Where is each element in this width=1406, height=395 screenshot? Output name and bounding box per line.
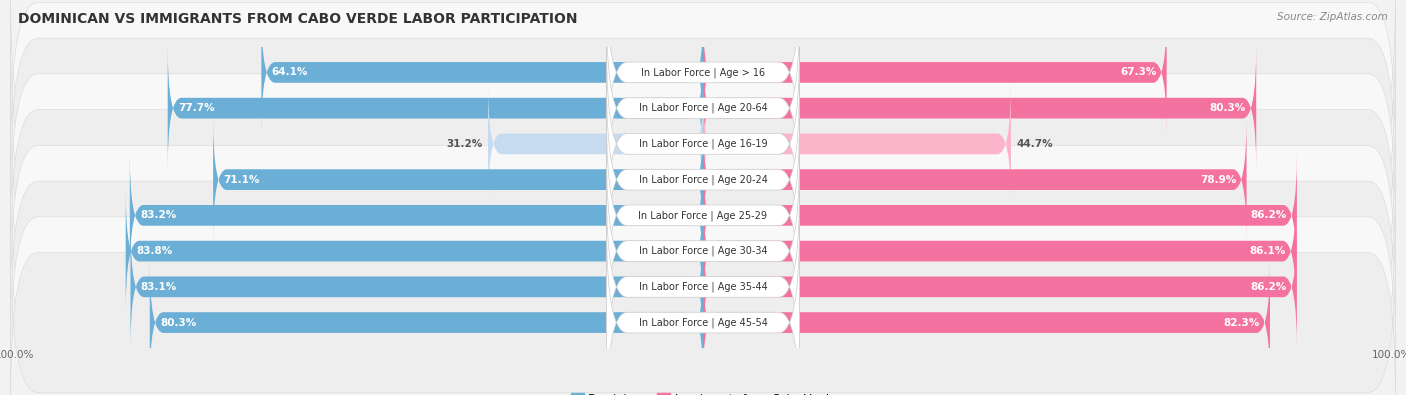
Text: 77.7%: 77.7% xyxy=(179,103,215,113)
Text: In Labor Force | Age 20-64: In Labor Force | Age 20-64 xyxy=(638,103,768,113)
Text: 71.1%: 71.1% xyxy=(224,175,260,184)
FancyBboxPatch shape xyxy=(262,11,703,134)
FancyBboxPatch shape xyxy=(703,118,1247,241)
Text: In Labor Force | Age 35-44: In Labor Force | Age 35-44 xyxy=(638,282,768,292)
FancyBboxPatch shape xyxy=(11,35,1395,181)
Text: 83.8%: 83.8% xyxy=(136,246,173,256)
Text: 82.3%: 82.3% xyxy=(1223,318,1260,327)
FancyBboxPatch shape xyxy=(703,154,1296,276)
Text: 83.1%: 83.1% xyxy=(141,282,177,292)
FancyBboxPatch shape xyxy=(606,190,800,384)
Text: 83.2%: 83.2% xyxy=(141,211,176,220)
Text: In Labor Force | Age 25-29: In Labor Force | Age 25-29 xyxy=(638,210,768,221)
Text: 80.3%: 80.3% xyxy=(1209,103,1246,113)
FancyBboxPatch shape xyxy=(703,83,1011,205)
FancyBboxPatch shape xyxy=(129,154,703,276)
FancyBboxPatch shape xyxy=(11,214,1395,360)
Text: 86.1%: 86.1% xyxy=(1250,246,1286,256)
FancyBboxPatch shape xyxy=(11,71,1395,217)
FancyBboxPatch shape xyxy=(11,0,1395,145)
FancyBboxPatch shape xyxy=(606,83,800,276)
Text: 67.3%: 67.3% xyxy=(1121,68,1156,77)
FancyBboxPatch shape xyxy=(150,261,703,384)
FancyBboxPatch shape xyxy=(606,11,800,205)
FancyBboxPatch shape xyxy=(488,83,703,205)
FancyBboxPatch shape xyxy=(214,118,703,241)
FancyBboxPatch shape xyxy=(606,154,800,348)
Text: In Labor Force | Age 20-24: In Labor Force | Age 20-24 xyxy=(638,174,768,185)
FancyBboxPatch shape xyxy=(167,47,703,169)
FancyBboxPatch shape xyxy=(11,107,1395,252)
FancyBboxPatch shape xyxy=(703,190,1296,312)
FancyBboxPatch shape xyxy=(606,118,800,312)
FancyBboxPatch shape xyxy=(703,261,1270,384)
FancyBboxPatch shape xyxy=(11,178,1395,324)
Text: Source: ZipAtlas.com: Source: ZipAtlas.com xyxy=(1277,12,1388,22)
Text: DOMINICAN VS IMMIGRANTS FROM CABO VERDE LABOR PARTICIPATION: DOMINICAN VS IMMIGRANTS FROM CABO VERDE … xyxy=(18,12,578,26)
Text: 80.3%: 80.3% xyxy=(160,318,197,327)
FancyBboxPatch shape xyxy=(703,47,1256,169)
FancyBboxPatch shape xyxy=(606,0,800,169)
Text: 86.2%: 86.2% xyxy=(1250,211,1286,220)
FancyBboxPatch shape xyxy=(11,250,1395,395)
Legend: Dominican, Immigrants from Cabo Verde: Dominican, Immigrants from Cabo Verde xyxy=(567,389,839,395)
Text: In Labor Force | Age 30-34: In Labor Force | Age 30-34 xyxy=(638,246,768,256)
Text: In Labor Force | Age > 16: In Labor Force | Age > 16 xyxy=(641,67,765,78)
FancyBboxPatch shape xyxy=(131,226,703,348)
FancyBboxPatch shape xyxy=(606,47,800,241)
Text: 64.1%: 64.1% xyxy=(271,68,308,77)
Text: In Labor Force | Age 16-19: In Labor Force | Age 16-19 xyxy=(638,139,768,149)
Text: In Labor Force | Age 45-54: In Labor Force | Age 45-54 xyxy=(638,317,768,328)
FancyBboxPatch shape xyxy=(125,190,703,312)
Text: 31.2%: 31.2% xyxy=(446,139,482,149)
FancyBboxPatch shape xyxy=(11,143,1395,288)
Text: 78.9%: 78.9% xyxy=(1199,175,1236,184)
FancyBboxPatch shape xyxy=(703,226,1296,348)
FancyBboxPatch shape xyxy=(606,226,800,395)
FancyBboxPatch shape xyxy=(703,11,1167,134)
Text: 86.2%: 86.2% xyxy=(1250,282,1286,292)
Text: 44.7%: 44.7% xyxy=(1017,139,1053,149)
